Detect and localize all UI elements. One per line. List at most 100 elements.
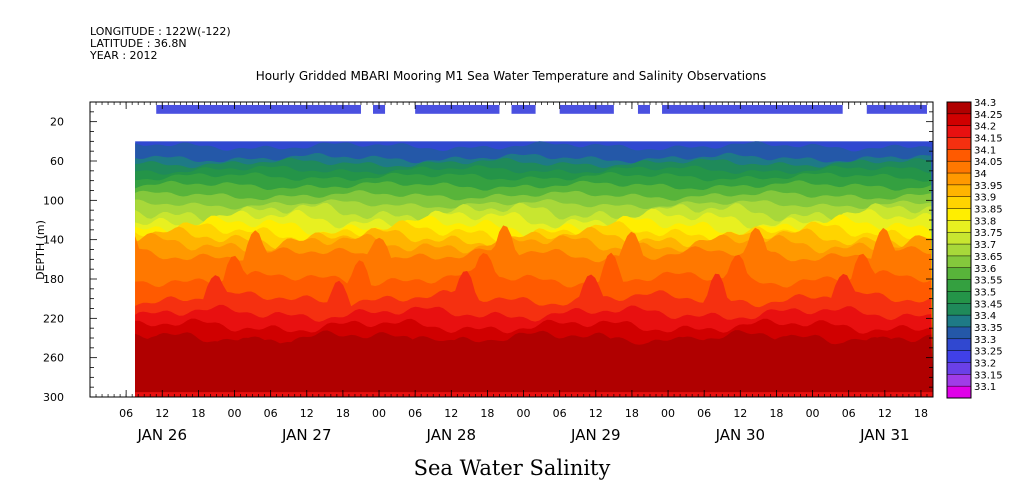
colorbar-swatch: [947, 362, 971, 375]
y-tick-label: 140: [43, 234, 64, 247]
y-tick-label: 100: [43, 194, 64, 207]
colorbar-swatch: [947, 374, 971, 387]
colorbar-label: 33.9: [974, 193, 996, 204]
colorbar-swatch: [947, 184, 971, 198]
y-tick-label: 260: [43, 352, 64, 365]
day-label: JAN 27: [281, 426, 332, 444]
x-tick-label: 18: [191, 407, 205, 420]
y-tick-label: 220: [43, 312, 64, 325]
colorbar-label: 33.3: [974, 335, 996, 346]
x-tick-label: 00: [661, 407, 675, 420]
x-tick-label: 12: [155, 407, 169, 420]
colorbar-swatch: [947, 220, 971, 233]
colorbar-swatch: [947, 338, 971, 352]
colorbar: 34.334.2534.234.1534.134.053433.9533.933…: [946, 98, 1003, 399]
x-tick-label: 12: [589, 407, 603, 420]
colorbar-label: 33.35: [974, 323, 1003, 334]
x-tick-label: 00: [372, 407, 386, 420]
colorbar-swatch: [947, 303, 971, 316]
day-label: JAN 29: [570, 426, 621, 444]
x-tick-label: 06: [119, 407, 133, 420]
colorbar-label: 33.95: [974, 181, 1003, 192]
surface-segment: [373, 104, 386, 114]
colorbar-swatch: [947, 350, 971, 363]
colorbar-swatch: [947, 161, 971, 174]
x-tick-label: 06: [842, 407, 856, 420]
colorbar-swatch: [947, 279, 971, 292]
colorbar-swatch: [947, 149, 971, 162]
x-tick-label: 06: [553, 407, 567, 420]
x-tick-label: 06: [408, 407, 422, 420]
y-axis-label: DEPTH (m): [34, 220, 47, 280]
x-tick-label: 06: [264, 407, 278, 420]
colorbar-label: 34: [974, 169, 987, 180]
y-tick-label: 20: [50, 116, 64, 129]
colorbar-label: 34.2: [974, 122, 996, 133]
surface-segment: [156, 104, 361, 114]
day-label: JAN 28: [426, 426, 477, 444]
colorbar-swatch: [947, 125, 971, 139]
y-axis: 20 60 100 140 180 220 260 300: [43, 101, 933, 404]
colorbar-label: 34.1: [974, 145, 996, 156]
surface-segment: [637, 104, 650, 114]
x-tick-label: 12: [444, 407, 458, 420]
x-axis: 06 12 18 00 06 12 18 00 06 12 18 00 06 12 18 00 06 12 18 00…: [119, 102, 928, 444]
colorbar-swatch: [947, 113, 971, 127]
longitude-label: LONGITUDE : 122W(-122): [90, 25, 231, 38]
day-label: JAN 30: [715, 426, 766, 444]
colorbar-swatch: [947, 267, 971, 281]
year-label: YEAR : 2012: [89, 49, 158, 62]
surface-segment: [662, 104, 843, 114]
colorbar-swatch: [947, 291, 971, 304]
chart-title: Hourly Gridded MBARI Mooring M1 Sea Wate…: [256, 69, 767, 83]
colorbar-swatch: [947, 173, 971, 186]
colorbar-label: 34.25: [974, 110, 1003, 121]
surface-segment: [511, 104, 536, 114]
colorbar-label: 33.1: [974, 382, 996, 393]
colorbar-swatch: [947, 244, 971, 257]
colorbar-label: 34.15: [974, 134, 1003, 145]
colorbar-label: 33.15: [974, 370, 1003, 381]
colorbar-label: 33.55: [974, 276, 1003, 287]
surface-segment: [559, 104, 614, 114]
x-tick-label: 12: [878, 407, 892, 420]
x-tick-label: 12: [733, 407, 747, 420]
day-label: JAN 26: [137, 426, 188, 444]
colorbar-label: 34.05: [974, 157, 1003, 168]
colorbar-label: 33.8: [974, 216, 996, 227]
x-tick-label: 00: [228, 407, 242, 420]
colorbar-label: 33.65: [974, 252, 1003, 263]
latitude-label: LATITUDE : 36.8N: [90, 37, 187, 50]
y-tick-label: 60: [50, 155, 64, 168]
plot-fill: [135, 104, 934, 397]
x-tick-label: 00: [806, 407, 820, 420]
surface-segment: [866, 104, 927, 114]
x-tick-label: 06: [697, 407, 711, 420]
colorbar-label: 33.4: [974, 311, 996, 322]
x-tick-label: 00: [517, 407, 531, 420]
colorbar-label: 33.25: [974, 347, 1003, 358]
colorbar-label: 33.85: [974, 205, 1003, 216]
colorbar-label: 33.7: [974, 240, 996, 251]
x-tick-label: 18: [336, 407, 350, 420]
x-tick-label: 12: [300, 407, 314, 420]
colorbar-label: 33.45: [974, 299, 1003, 310]
y-tick-label: 300: [43, 391, 64, 404]
x-axis-title: Sea Water Salinity: [414, 456, 611, 480]
x-tick-label: 18: [914, 407, 928, 420]
colorbar-swatch: [947, 102, 971, 115]
colorbar-label: 33.75: [974, 228, 1003, 239]
surface-segment: [415, 104, 500, 114]
colorbar-swatch: [947, 386, 971, 399]
colorbar-swatch: [947, 196, 971, 210]
band-deep-core: [135, 336, 932, 394]
colorbar-swatch: [947, 315, 971, 328]
band-bottom: [135, 392, 934, 397]
colorbar-swatch: [947, 137, 971, 150]
colorbar-swatch: [947, 326, 971, 340]
colorbar-swatch: [947, 232, 971, 245]
colorbar-swatch: [947, 208, 971, 221]
colorbar-label: 33.5: [974, 287, 996, 298]
day-label: JAN 31: [859, 426, 910, 444]
